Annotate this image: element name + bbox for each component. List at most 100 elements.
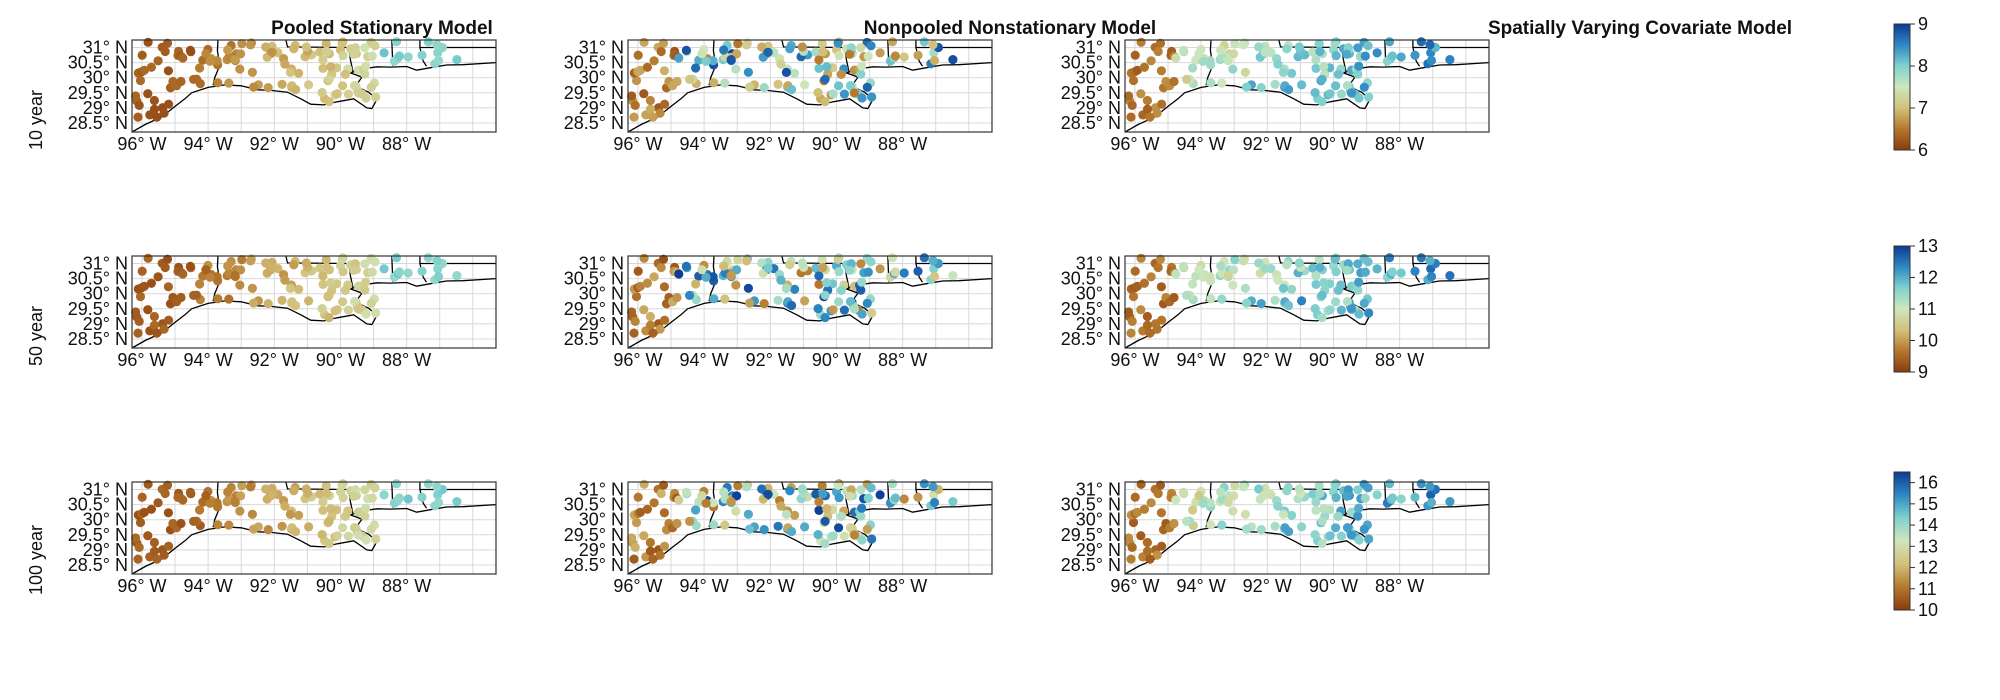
station-point: [820, 539, 830, 549]
station-point: [1372, 490, 1382, 500]
station-point: [164, 315, 174, 325]
station-point: [839, 305, 850, 315]
station-point: [249, 298, 259, 308]
station-point: [338, 297, 348, 307]
lon-tick-label: 88° W: [878, 134, 927, 154]
station-point: [361, 277, 371, 287]
station-point: [326, 278, 336, 288]
lon-tick-label: 92° W: [746, 350, 795, 370]
lat-tick-label: 30.5° N: [1061, 495, 1121, 515]
station-point: [343, 305, 353, 315]
lat-tick-label: 30° N: [1076, 284, 1121, 304]
station-point: [1270, 295, 1280, 305]
colorbar-tick-label: 15: [1918, 494, 1938, 514]
station-point: [1310, 88, 1320, 98]
lat-tick-label: 28.5° N: [68, 113, 128, 133]
station-point: [1396, 52, 1406, 62]
lon-tick-label: 96° W: [1110, 134, 1159, 154]
station-point: [315, 489, 325, 499]
station-point: [776, 501, 786, 511]
station-point: [353, 530, 363, 540]
station-point: [1194, 265, 1204, 275]
station-point: [1396, 268, 1406, 278]
station-point: [1284, 84, 1294, 95]
station-point: [814, 279, 824, 289]
station-point: [237, 39, 247, 49]
station-point: [163, 282, 173, 292]
station-point: [361, 61, 371, 71]
station-point: [139, 281, 149, 291]
station-point: [1287, 284, 1297, 294]
station-point: [1242, 82, 1252, 92]
station-point: [726, 55, 736, 65]
station-point: [1169, 292, 1179, 303]
station-point: [213, 78, 223, 88]
station-point: [639, 89, 649, 99]
station-point: [787, 526, 797, 537]
station-point: [1346, 88, 1356, 98]
station-point: [1314, 255, 1324, 265]
station-point: [338, 493, 348, 503]
station-point: [261, 42, 271, 52]
station-point: [1124, 91, 1134, 101]
station-point: [361, 535, 371, 545]
station-point: [366, 524, 376, 534]
station-point: [236, 265, 246, 275]
station-point: [863, 51, 873, 61]
station-point: [1384, 479, 1395, 489]
station-point: [887, 479, 898, 489]
station-point: [289, 486, 299, 496]
station-point: [1254, 258, 1264, 268]
station-point: [247, 283, 257, 293]
station-point: [659, 282, 670, 292]
station-point: [875, 48, 885, 58]
station-point: [135, 75, 146, 86]
lat-tick-label: 31° N: [1076, 480, 1121, 500]
station-point: [658, 480, 669, 490]
colorbar-tick-label: 8: [1918, 56, 1928, 76]
station-point: [633, 266, 643, 276]
station-point: [317, 304, 327, 314]
station-point: [814, 505, 824, 515]
lat-tick-label: 29° N: [1076, 98, 1121, 118]
station-point: [223, 45, 233, 55]
station-point: [1364, 92, 1374, 102]
lat-tick-label: 29.5° N: [564, 299, 624, 319]
station-point: [185, 487, 195, 497]
station-point: [817, 255, 827, 265]
station-point: [1308, 263, 1318, 273]
lat-tick-label: 30.5° N: [68, 53, 128, 73]
station-point: [340, 285, 350, 295]
lon-tick-label: 90° W: [812, 576, 861, 596]
station-point: [1228, 506, 1238, 516]
station-point: [367, 267, 377, 277]
station-point: [1396, 494, 1406, 504]
station-point: [836, 511, 846, 521]
station-point: [811, 489, 821, 499]
station-point: [152, 328, 162, 338]
station-point: [845, 491, 855, 501]
station-point: [1336, 305, 1346, 315]
lat-tick-label: 31° N: [83, 38, 128, 58]
station-point: [332, 89, 342, 99]
station-point: [178, 53, 188, 63]
station-point: [759, 83, 769, 93]
station-point: [1155, 254, 1166, 264]
lat-tick-label: 29.5° N: [68, 525, 128, 545]
station-point: [361, 93, 371, 103]
station-point: [1169, 76, 1179, 87]
station-point: [249, 82, 259, 92]
station-point: [813, 88, 823, 98]
station-point: [379, 48, 389, 58]
lat-tick-label: 29.5° N: [564, 525, 624, 545]
station-point: [1171, 53, 1181, 63]
station-point: [659, 508, 670, 518]
station-point: [1346, 304, 1356, 314]
station-point: [800, 522, 810, 532]
station-point: [143, 253, 153, 263]
station-point: [708, 272, 718, 282]
colorbar-tick-label: 9: [1918, 14, 1928, 34]
station-point: [153, 56, 163, 66]
station-point: [324, 290, 334, 300]
